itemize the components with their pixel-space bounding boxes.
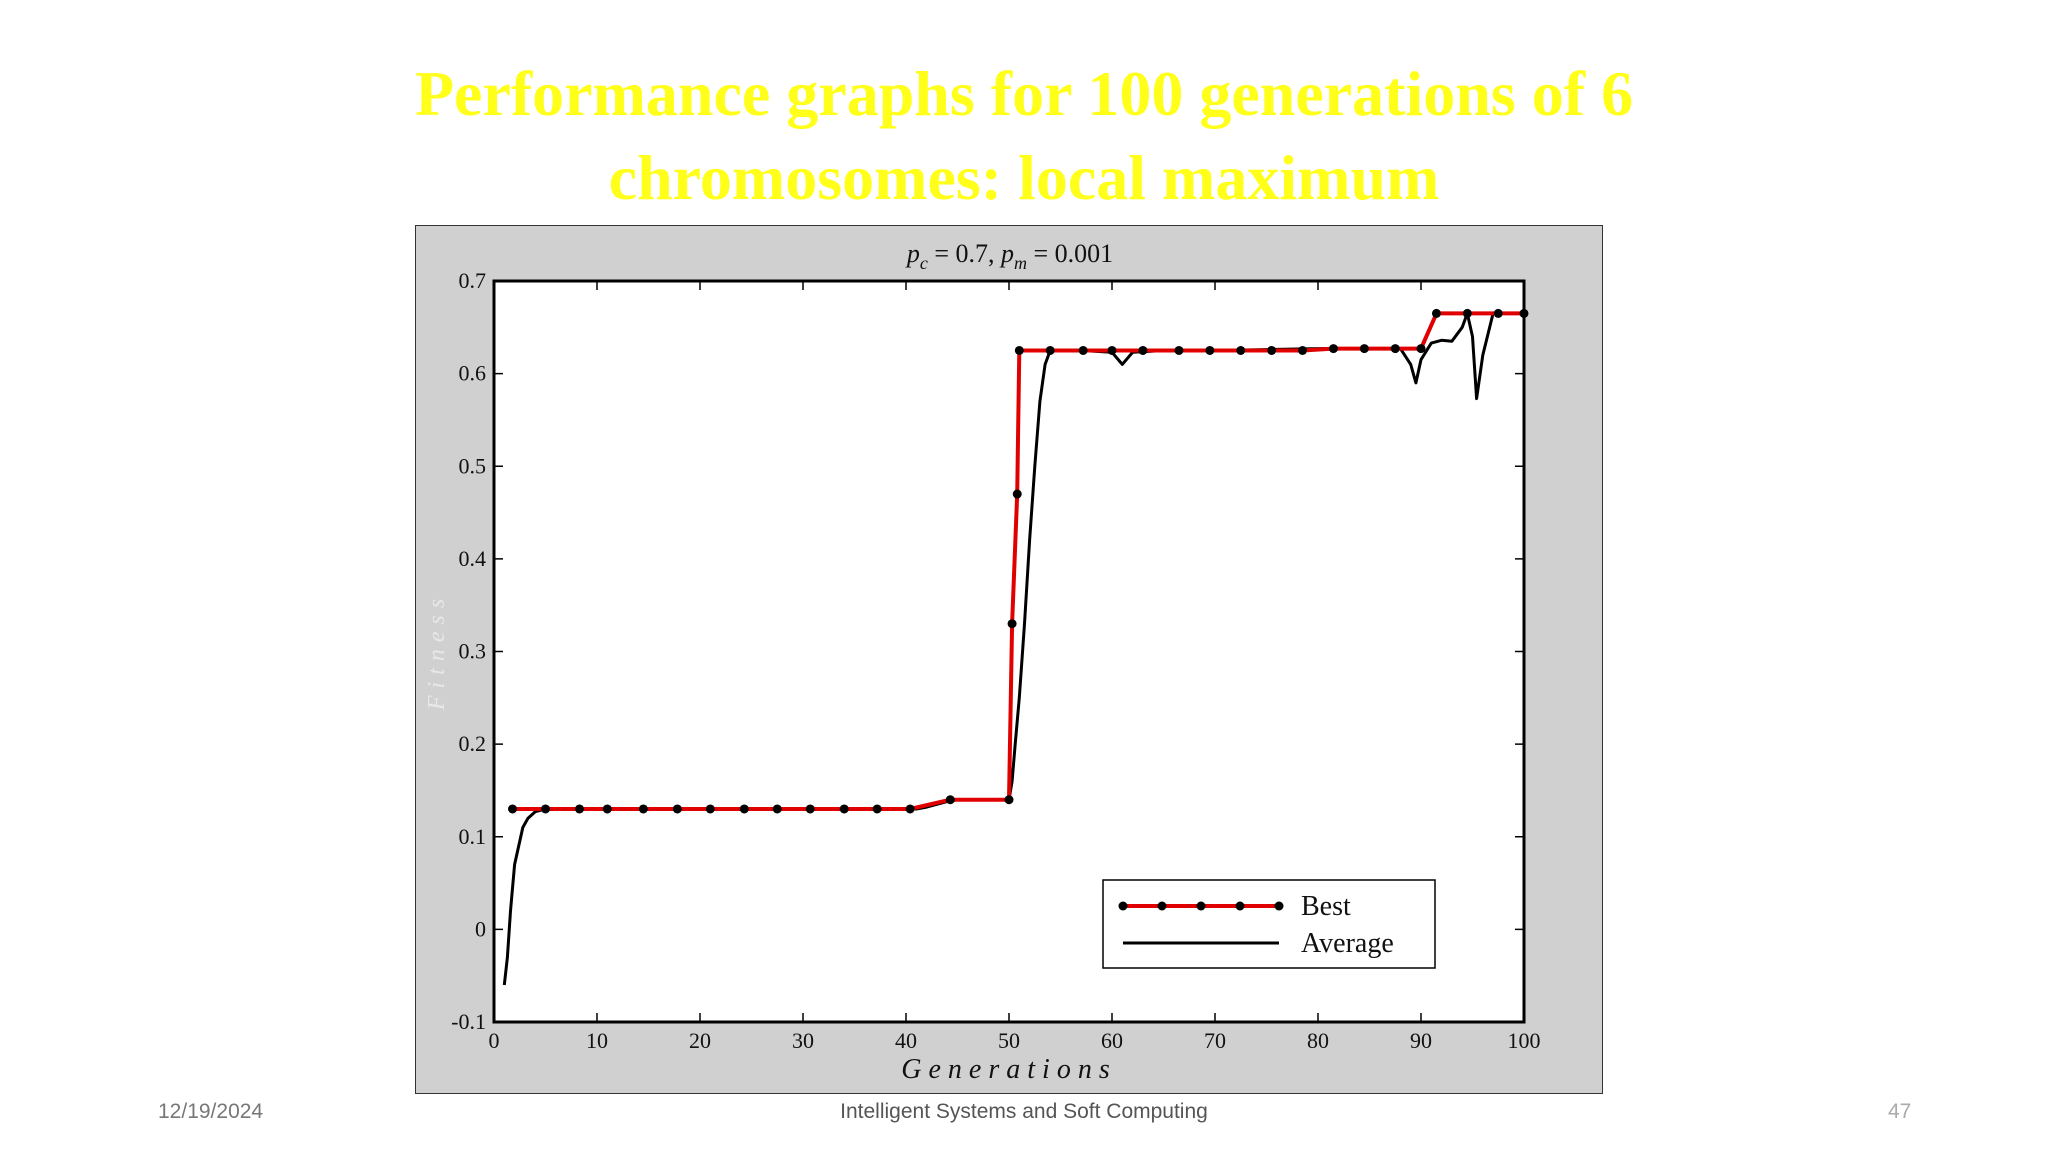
y-tick-label: 0.7 [459,268,487,293]
x-tick-label: 70 [1204,1028,1226,1053]
x-tick-label: 100 [1508,1028,1541,1053]
legend-best-marker [1196,901,1206,911]
y-tick-label: -0.1 [451,1009,486,1034]
best-data-point [772,804,782,814]
best-data-point [1359,344,1369,354]
best-data-point [1236,345,1246,355]
legend-best-marker [1157,901,1167,911]
chart-title: pc = 0.7, pm = 0.001 [905,239,1113,273]
best-data-point [905,804,915,814]
x-tick-label: 50 [998,1028,1020,1053]
x-tick-label: 10 [586,1028,608,1053]
chart-figure: pc = 0.7, pm = 0.001 0 10 20 30 40 50 60 70 80 90… [415,225,1603,1094]
best-data-point [839,804,849,814]
best-data-point [945,795,955,805]
series-layer [502,308,1529,986]
x-axis-label: Generations [901,1054,1116,1085]
legend-label-best: Best [1301,891,1351,922]
y-tick-label: 0.2 [459,731,487,756]
best-data-point [805,804,815,814]
y-tick-label: 0.4 [459,546,487,571]
legend: Best Average [1102,879,1436,969]
best-data-point [1298,345,1308,355]
axis-ticks: 0 10 20 30 40 50 60 70 80 90 100-0.100.10.20.30.40… [451,268,1540,1053]
x-tick-label: 90 [1410,1028,1432,1053]
footer-date: 12/19/2024 [158,1100,264,1123]
y-tick-label: 0.5 [459,453,487,478]
slide-title-line-2: chromosomes: local maximum [608,142,1440,213]
best-data-point [872,804,882,814]
y-tick-label: 0.6 [459,361,487,386]
best-data-point [508,804,518,814]
x-tick-label: 20 [689,1028,711,1053]
best-data-point [1493,308,1503,318]
y-axis-label: Fitness [424,592,450,711]
best-data-point [705,804,715,814]
best-data-point [1004,795,1014,805]
best-data-point [1012,489,1022,499]
x-tick-label: 0 [489,1028,500,1053]
legend-best-marker [1274,901,1284,911]
best-data-point [1416,344,1426,354]
legend-box [1102,879,1436,969]
best-data-point [1267,345,1277,355]
best-data-point [1519,308,1529,318]
best-data-point [672,804,682,814]
best-data-point [602,804,612,814]
best-data-point [739,804,749,814]
best-data-point [1462,308,1472,318]
y-tick-label: 0.1 [459,824,487,849]
best-data-point [1174,345,1184,355]
chart-svg: pc = 0.7, pm = 0.001 0 10 20 30 40 50 60 70 80 90… [424,239,1541,1085]
best-data-point [541,804,550,814]
legend-best-marker [1235,901,1245,911]
x-tick-label: 80 [1307,1028,1329,1053]
best-data-point [574,804,584,814]
best-data-point [1107,345,1117,355]
legend-best-marker [1118,901,1128,911]
best-data-point [1007,619,1017,629]
best-data-point [1045,345,1055,355]
x-tick-label: 60 [1101,1028,1123,1053]
slide-title: Performance graphs for 100 generations o… [0,52,2048,220]
best-data-point [1431,308,1441,318]
page-number: 47 [1888,1100,1912,1123]
best-data-point [1328,344,1338,354]
x-tick-label: 30 [792,1028,814,1053]
best-data-point [1078,345,1088,355]
slide-title-line-1: Performance graphs for 100 generations o… [414,58,1634,129]
legend-label-average: Average [1301,928,1394,959]
best-data-point [1205,345,1215,355]
best-data-point [1138,345,1148,355]
x-tick-label: 40 [895,1028,917,1053]
footer-course-title: Intelligent Systems and Soft Computing [840,1100,1208,1123]
best-data-point [1390,344,1400,354]
best-data-point [638,804,648,814]
best-data-point [1014,345,1024,355]
y-tick-label: 0.3 [459,639,487,664]
y-tick-label: 0 [475,916,486,941]
